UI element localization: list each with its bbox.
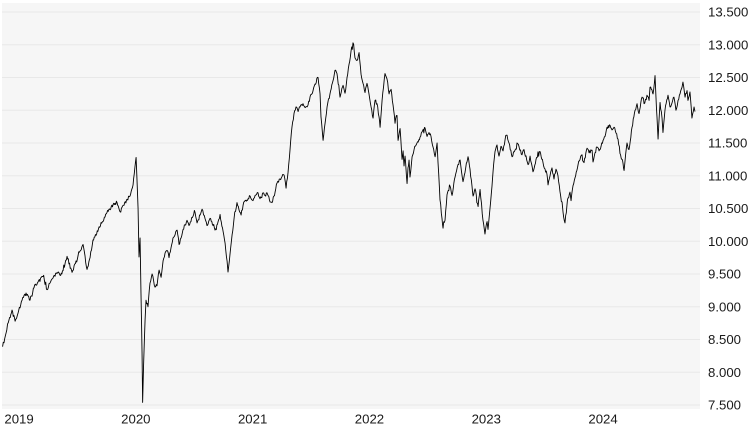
x-axis-tick-label: 2020	[121, 412, 150, 427]
y-axis-tick-label: 12.000	[708, 103, 748, 118]
plot-background	[2, 3, 700, 409]
y-axis-tick-label: 7.500	[708, 398, 741, 413]
y-axis-tick-label: 11.500	[708, 136, 747, 151]
x-axis-tick-label: 2023	[472, 412, 501, 427]
y-axis-tick-label: 8.500	[708, 332, 741, 347]
y-axis-tick-label: 9.500	[708, 267, 741, 282]
y-axis-tick-label: 11.000	[708, 168, 747, 183]
x-axis-tick-label: 2022	[355, 412, 384, 427]
price-line	[2, 42, 696, 403]
y-axis-tick-label: 13.000	[708, 37, 748, 52]
x-axis-tick-label: 2019	[4, 412, 33, 427]
y-axis-tick-label: 9.000	[708, 299, 741, 314]
x-axis-tick-label: 2021	[238, 412, 267, 427]
y-axis-tick-label: 13.500	[708, 5, 748, 20]
y-axis-tick-label: 10.500	[708, 201, 748, 216]
y-axis-tick-label: 8.000	[708, 365, 741, 380]
x-axis-tick-label: 2024	[588, 412, 617, 427]
y-axis-tick-label: 10.000	[708, 234, 748, 249]
y-axis-tick-label: 12.500	[708, 70, 748, 85]
